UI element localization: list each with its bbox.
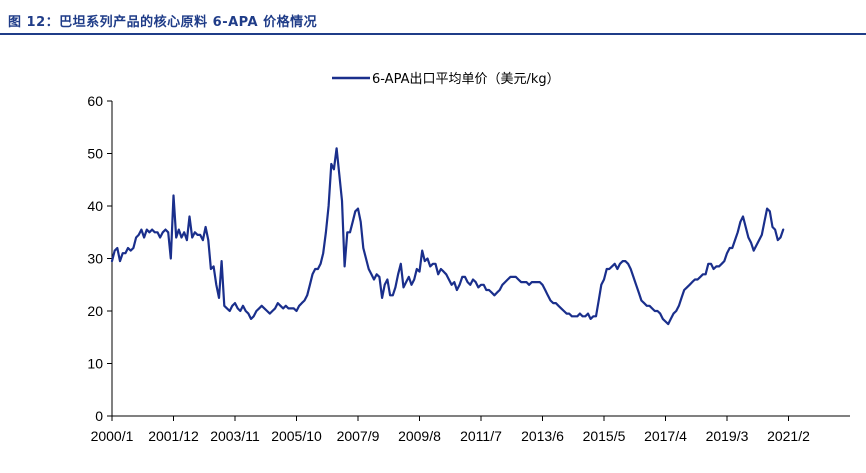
y-tick-label: 20 (87, 303, 103, 319)
x-tick-label: 2011/7 (460, 428, 502, 444)
y-tick-label: 60 (87, 93, 103, 109)
x-tick-label: 2017/4 (644, 428, 687, 444)
header-divider (0, 33, 866, 35)
chart-axes: 0 10 20 30 40 50 60 2000/1 2001/12 2003/11 2005/10… (87, 93, 850, 444)
figure-header: 图 12：巴坦系列产品的核心原料 6-APA 价格情况 (0, 0, 866, 40)
x-tick-label: 2003/11 (210, 428, 260, 444)
y-tick-label: 30 (87, 251, 103, 267)
series-line-0 (110, 147, 785, 326)
y-tick-label: 10 (87, 356, 103, 372)
figure-title: 图 12：巴坦系列产品的核心原料 6-APA 价格情况 (8, 15, 318, 30)
legend-label: 6-APA出口平均单价（美元/kg） (372, 72, 560, 87)
x-tick-label: 2000/1 (91, 428, 134, 444)
series-group (110, 147, 785, 326)
x-tick-label: 2019/3 (706, 428, 749, 444)
x-tick-label: 2009/8 (398, 428, 441, 444)
x-tick-label: 2015/5 (583, 428, 626, 444)
x-tick-label: 2021/2 (767, 428, 810, 444)
chart-legend: 6-APA出口平均单价（美元/kg） (332, 72, 560, 87)
x-tick-label: 2007/9 (337, 428, 380, 444)
y-tick-label: 0 (95, 408, 103, 424)
y-tick-label: 40 (87, 198, 103, 214)
x-tick-label: 2013/6 (521, 428, 564, 444)
x-tick-label: 2005/10 (271, 428, 322, 444)
x-tick-label: 2001/12 (148, 428, 199, 444)
y-tick-label: 50 (87, 146, 103, 162)
